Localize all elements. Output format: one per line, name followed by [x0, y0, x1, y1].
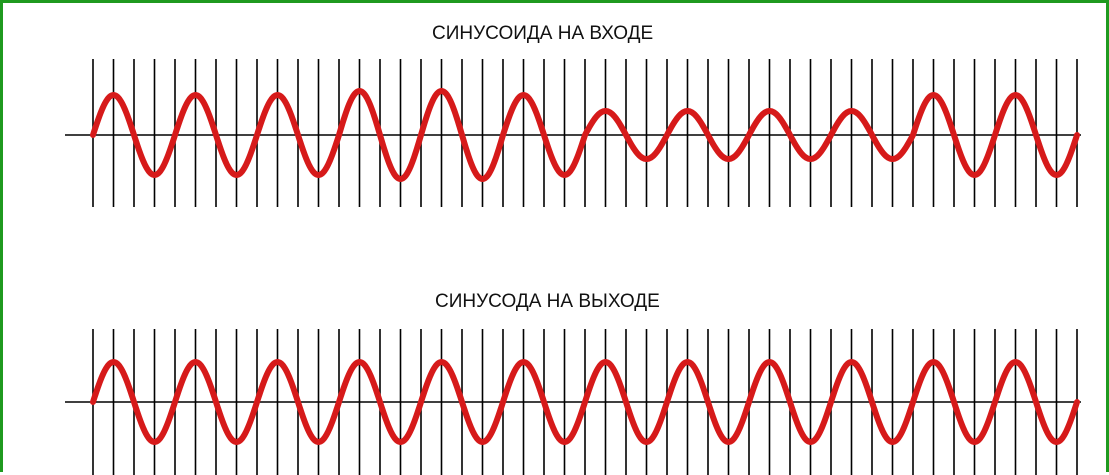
- output-sine-plot: [65, 329, 1081, 475]
- input-sine-title: СИНУСОИДА НА ВХОДЕ: [432, 23, 654, 44]
- sine-wave: [90, 359, 1080, 445]
- output-sine-title: СИНУСОДА НА ВЫХОДЕ: [435, 291, 660, 312]
- input-sine-plot: [65, 59, 1081, 207]
- sine-wave: [90, 88, 1080, 182]
